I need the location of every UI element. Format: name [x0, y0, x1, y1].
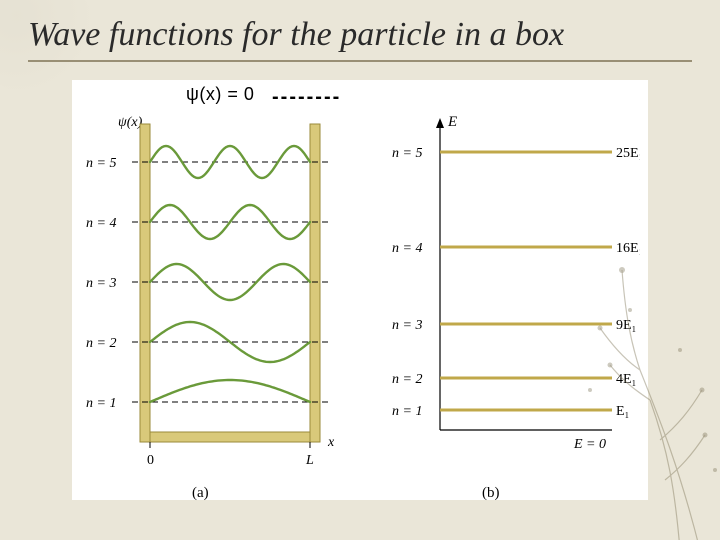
psi-zero-dashes: --------	[272, 86, 341, 109]
svg-text:n = 2: n = 2	[86, 336, 116, 351]
svg-text:n = 3: n = 3	[86, 276, 116, 291]
svg-text:n = 4: n = 4	[392, 241, 422, 256]
svg-text:E = 0: E = 0	[573, 437, 606, 452]
svg-text:x: x	[327, 435, 335, 450]
slide: Wave functions for the particle in a box…	[0, 0, 720, 540]
svg-text:16E₁: 16E₁	[616, 241, 640, 256]
svg-text:n = 5: n = 5	[86, 156, 116, 171]
svg-text:ψ(x): ψ(x)	[118, 115, 143, 130]
svg-text:n = 2: n = 2	[392, 372, 422, 387]
wavefunctions-diagram: ψ(x) 0 Lx n = 5 n = 4 n = 3 n = 2 n = 1	[80, 112, 350, 480]
energy-levels-diagram: E E = 0 n = 5 25E₁ n = 4 16E₁ n = 3 9E₁ n = 2 4E₁…	[372, 112, 640, 480]
panel-b: E E = 0 n = 5 25E₁ n = 4 16E₁ n = 3 9E₁ n = 2 4E₁…	[372, 112, 640, 480]
panel-a: ψ(x) 0 Lx n = 5 n = 4 n = 3 n = 2 n = 1	[80, 112, 350, 480]
page-title: Wave functions for the particle in a box	[28, 16, 692, 62]
svg-text:n = 1: n = 1	[392, 404, 422, 419]
svg-text:9E₁: 9E₁	[616, 318, 636, 333]
svg-text:E: E	[447, 114, 457, 130]
sublabel-b: (b)	[482, 485, 500, 502]
svg-text:L: L	[305, 453, 314, 468]
svg-text:n = 5: n = 5	[392, 146, 422, 161]
svg-text:E₁: E₁	[616, 404, 629, 419]
svg-text:0: 0	[147, 453, 154, 468]
svg-text:25E₁: 25E₁	[616, 146, 640, 161]
svg-text:n = 1: n = 1	[86, 396, 116, 411]
sublabel-a: (a)	[192, 485, 209, 502]
figure-container: ψ(x) = 0 -------- ψ(x) 0 Lx n = 5 n = 4 n = 3…	[72, 80, 648, 500]
svg-text:4E₁: 4E₁	[616, 372, 636, 387]
psi-zero-label: ψ(x) = 0	[186, 84, 254, 105]
svg-text:n = 4: n = 4	[86, 216, 116, 231]
svg-text:n = 3: n = 3	[392, 318, 422, 333]
